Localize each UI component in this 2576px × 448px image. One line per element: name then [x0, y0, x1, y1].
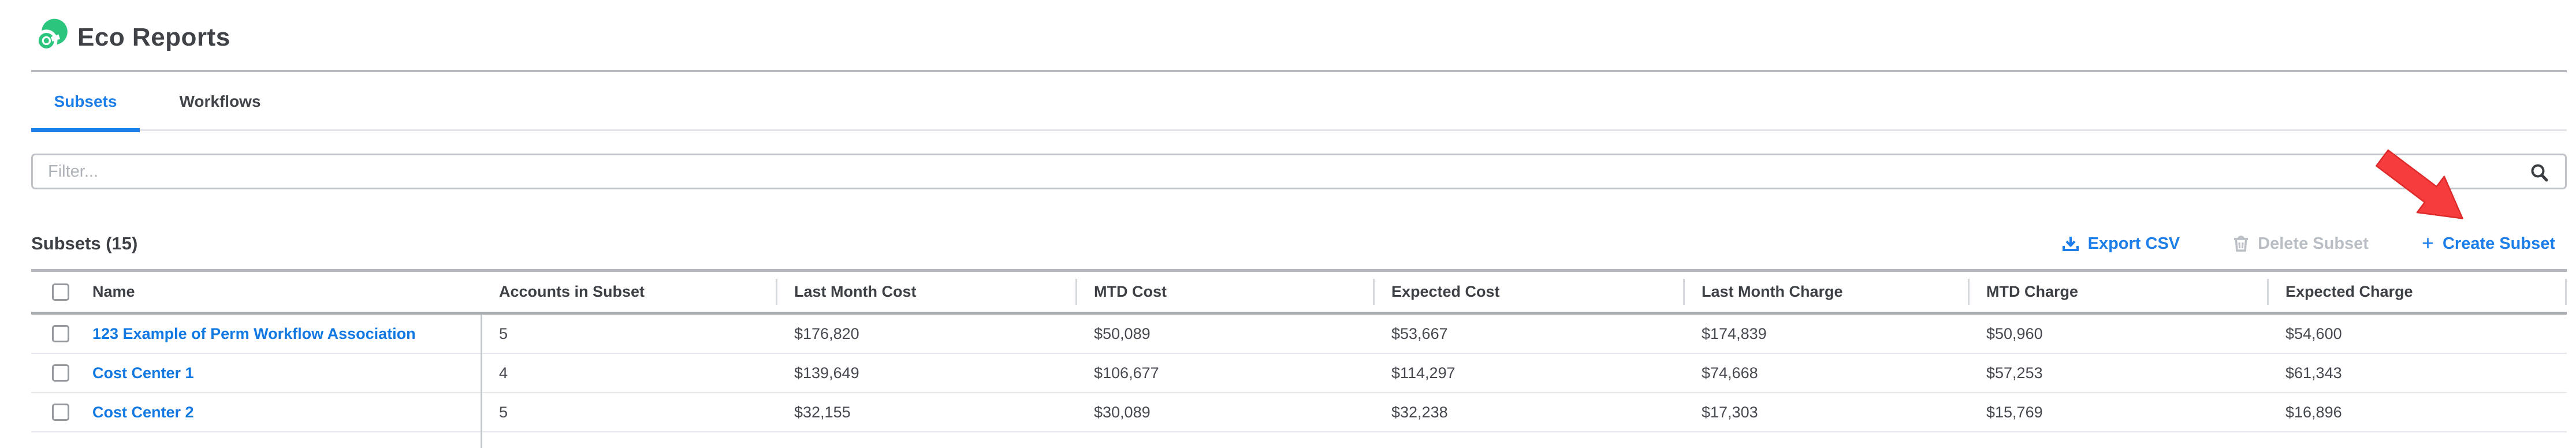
subset-name-link[interactable]: 123 Example of Perm Workflow Association: [92, 324, 416, 342]
row-name-cell: Cost Center 1: [31, 354, 481, 392]
app-header: Eco Reports: [0, 0, 2576, 70]
filter-input[interactable]: [33, 155, 2565, 188]
last-month-cost-cell: $32,155: [794, 403, 851, 421]
column-header-expected-charge: Expected Charge: [2267, 272, 2567, 312]
last-month-charge-cell: $74,668: [1702, 364, 1758, 382]
mtd-cost-cell: $30,089: [1094, 403, 1151, 421]
create-subset-label: Create Subset: [2442, 234, 2555, 253]
subset-name-link[interactable]: Cost Center 1: [92, 364, 194, 382]
column-header-mtd-cost: MTD Cost: [1075, 272, 1373, 312]
delete-subset-label: Delete Subset: [2258, 234, 2369, 253]
search-icon: [2531, 164, 2548, 182]
column-header-last-month-cost: Last Month Cost: [776, 272, 1075, 312]
active-tab-underline: [31, 128, 140, 132]
trash-icon: [2234, 236, 2249, 252]
column-header-expected-cost: Expected Cost: [1373, 272, 1683, 312]
accounts-cell: 5: [499, 324, 508, 342]
accounts-cell: 5: [499, 403, 508, 421]
mtd-cost-cell: $50,089: [1094, 324, 1151, 342]
name-column-divider: [481, 269, 482, 448]
row-checkbox[interactable]: [52, 364, 69, 382]
expected-cost-cell: $53,667: [1391, 324, 1448, 342]
mtd-charge-cell: $15,769: [1986, 403, 2043, 421]
tab-subsets[interactable]: Subsets: [31, 72, 140, 132]
section-heading: Subsets (15): [31, 233, 138, 253]
section-row: Subsets (15) Export CSV Delete Sub: [31, 229, 2567, 259]
expected-cost-cell: $32,238: [1391, 403, 1448, 421]
select-all-checkbox[interactable]: [52, 283, 69, 301]
plus-icon: +: [2421, 231, 2434, 255]
expected-charge-cell: $16,896: [2285, 403, 2342, 421]
last-month-cost-cell: $139,649: [794, 364, 859, 382]
tab-subsets-label: Subsets: [54, 92, 117, 110]
tab-workflows[interactable]: Workflows: [144, 72, 296, 131]
mtd-charge-cell: $57,253: [1986, 364, 2043, 382]
accounts-cell: 4: [499, 364, 508, 382]
row-name-cell: Cost Center 2: [31, 393, 481, 431]
column-header-mtd-charge: MTD Charge: [1968, 272, 2267, 312]
last-month-charge-cell: $174,839: [1702, 324, 1767, 342]
filter-box: [31, 154, 2567, 189]
mtd-cost-cell: $106,677: [1094, 364, 1159, 382]
table-row: Cost Center 2 5 $32,155 $30,089 $32,238 …: [31, 393, 2567, 432]
expected-cost-cell: $114,297: [1391, 364, 1455, 382]
table-row: Cost Center 1 4 $139,649 $106,677 $114,2…: [31, 354, 2567, 393]
create-subset-button[interactable]: + Create Subset: [2421, 231, 2555, 255]
subsets-table: Name Accounts in Subset Last Month Cost …: [31, 269, 2567, 448]
last-month-cost-cell: $176,820: [794, 324, 859, 342]
last-month-charge-cell: $17,303: [1702, 403, 1758, 421]
column-header-name-label: Name: [92, 283, 135, 300]
mtd-charge-cell: $50,960: [1986, 324, 2043, 342]
table-row: 123 Example of Perm Workflow Association…: [31, 315, 2567, 354]
expected-charge-cell: $54,600: [2285, 324, 2342, 342]
column-header-accounts: Accounts in Subset: [499, 283, 645, 300]
download-icon: [2062, 237, 2079, 251]
header-divider: [31, 70, 2567, 72]
tab-bar-baseline: [31, 129, 2567, 131]
row-checkbox[interactable]: [52, 404, 69, 421]
table-header-row: Name Accounts in Subset Last Month Cost …: [31, 269, 2567, 315]
export-csv-label: Export CSV: [2087, 234, 2180, 253]
column-header-last-month-charge: Last Month Charge: [1683, 272, 1968, 312]
partial-next-row: [31, 432, 2567, 448]
column-header-name: Name: [31, 272, 481, 312]
row-name-cell: 123 Example of Perm Workflow Association: [31, 315, 481, 353]
row-checkbox[interactable]: [52, 325, 69, 342]
eco-logo-icon: [35, 18, 68, 52]
page-title: Eco Reports: [77, 23, 230, 51]
subset-name-link[interactable]: Cost Center 2: [92, 403, 194, 421]
table-actions: Export CSV Delete Subset + Create Subset: [2062, 231, 2555, 255]
export-csv-button[interactable]: Export CSV: [2062, 234, 2180, 253]
expected-charge-cell: $61,343: [2285, 364, 2342, 382]
tab-workflows-label: Workflows: [179, 92, 261, 110]
tab-bar: Subsets Workflows: [31, 72, 2567, 132]
delete-subset-button[interactable]: Delete Subset: [2233, 234, 2369, 253]
